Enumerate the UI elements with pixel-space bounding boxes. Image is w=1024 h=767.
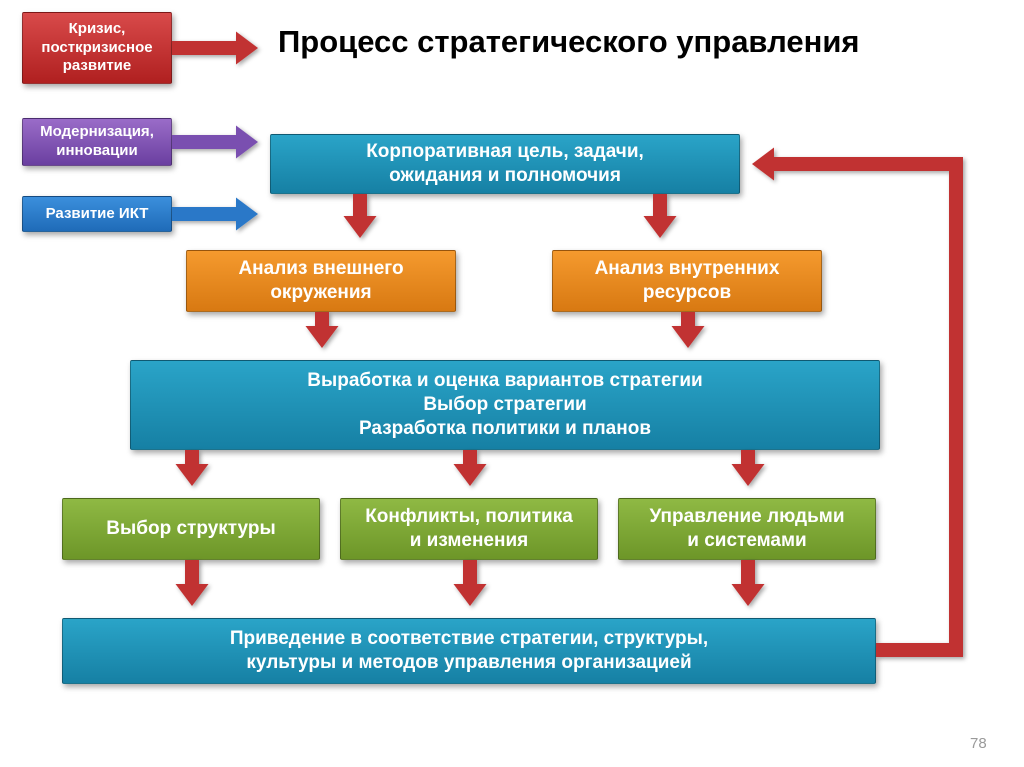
node-ikt-label: Развитие ИКТ <box>46 205 149 224</box>
node-corp: Корпоративная цель, задачи,ожидания и по… <box>270 134 740 194</box>
a-int-str <box>672 312 705 348</box>
node-corp-label: Корпоративная цель, задачи,ожидания и по… <box>366 140 644 188</box>
a-corp-int <box>644 194 677 238</box>
node-strategy-label: Выработка и оценка вариантов стратегииВы… <box>307 369 702 440</box>
a-corp-ext <box>344 194 377 238</box>
diagram-title: Процесс стратегического управления <box>278 24 859 60</box>
a-g2-al <box>454 560 487 606</box>
node-strategy: Выработка и оценка вариантов стратегииВы… <box>130 360 880 450</box>
node-ext: Анализ внешнегоокружения <box>186 250 456 312</box>
node-structure-label: Выбор структуры <box>106 517 275 541</box>
a-ext-str <box>306 312 339 348</box>
a-str-3 <box>732 450 765 486</box>
node-int-label: Анализ внутреннихресурсов <box>595 257 780 305</box>
node-structure: Выбор структуры <box>62 498 320 560</box>
a-g1-al <box>176 560 209 606</box>
page-number: 78 <box>970 735 987 752</box>
node-modern: Модернизация,инновации <box>22 118 172 166</box>
node-conflicts: Конфликты, политикаи изменения <box>340 498 598 560</box>
node-crisis: Кризис,посткризисноеразвитие <box>22 12 172 84</box>
node-ext-label: Анализ внешнегоокружения <box>238 257 403 305</box>
node-conflicts-label: Конфликты, политикаи изменения <box>365 505 573 553</box>
node-int: Анализ внутреннихресурсов <box>552 250 822 312</box>
a-crisis <box>172 32 258 65</box>
node-align-label: Приведение в соответствие стратегии, стр… <box>230 627 708 675</box>
node-ikt: Развитие ИКТ <box>22 196 172 232</box>
a-modern <box>172 126 258 159</box>
a-ikt <box>172 198 258 231</box>
node-align: Приведение в соответствие стратегии, стр… <box>62 618 876 684</box>
a-str-1 <box>176 450 209 486</box>
node-modern-label: Модернизация,инновации <box>40 123 154 161</box>
a-g3-al <box>732 560 765 606</box>
node-people: Управление людьмии системами <box>618 498 876 560</box>
node-crisis-label: Кризис,посткризисноеразвитие <box>41 20 152 76</box>
node-people-label: Управление людьмии системами <box>649 505 844 553</box>
a-str-2 <box>454 450 487 486</box>
